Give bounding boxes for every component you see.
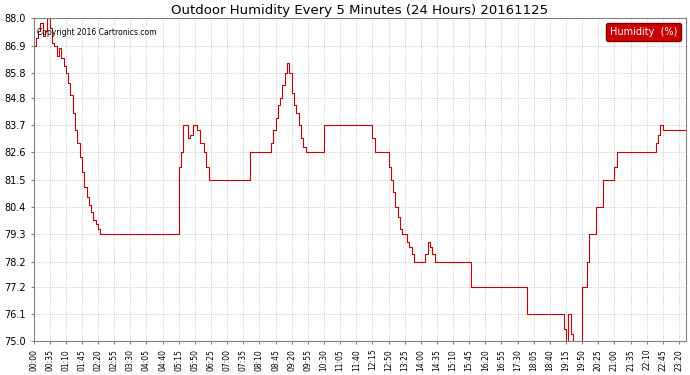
Legend: Humidity  (%): Humidity (%) (606, 23, 681, 41)
Text: Copyright 2016 Cartronics.com: Copyright 2016 Cartronics.com (37, 28, 157, 37)
Title: Outdoor Humidity Every 5 Minutes (24 Hours) 20161125: Outdoor Humidity Every 5 Minutes (24 Hou… (171, 4, 549, 17)
